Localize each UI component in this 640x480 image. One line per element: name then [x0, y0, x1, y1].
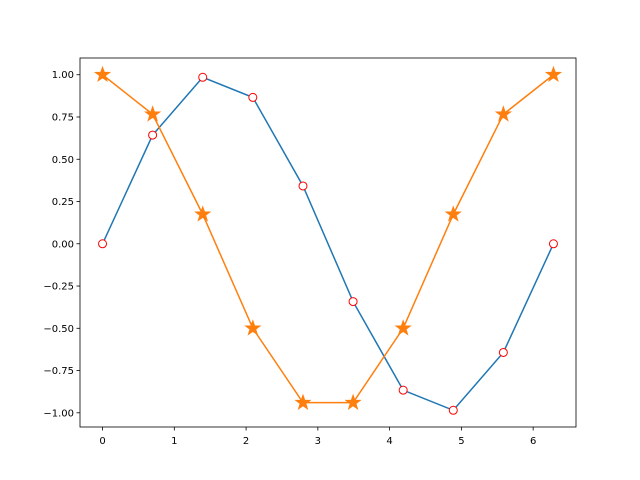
- circle-marker: [348, 297, 358, 307]
- y-tick-label: 0.75: [52, 112, 74, 123]
- star-marker: [294, 393, 312, 410]
- y-tick-label: 1.00: [52, 70, 74, 81]
- star-marker: [344, 393, 362, 410]
- y-tick-label: −0.75: [43, 366, 74, 377]
- circle-marker: [548, 239, 558, 249]
- series-line: [102, 74, 554, 404]
- circle-marker: [198, 72, 208, 82]
- x-tick-label: 4: [386, 436, 392, 447]
- series-line: [101, 76, 555, 412]
- star-marker: [194, 205, 212, 222]
- star-marker: [394, 319, 412, 336]
- x-tick-label: 5: [458, 436, 464, 447]
- star-marker: [93, 65, 112, 83]
- y-tick-label: −0.25: [43, 282, 74, 293]
- x-tick-label: 0: [99, 436, 105, 447]
- circle-marker: [448, 405, 458, 415]
- star-marker: [544, 65, 563, 83]
- circle-marker: [98, 239, 108, 249]
- y-tick-label: 0.00: [52, 239, 74, 250]
- circle-marker: [248, 92, 258, 102]
- star-marker: [444, 205, 462, 222]
- x-tick-label: 6: [530, 436, 536, 447]
- y-tick-label: 0.50: [52, 155, 74, 166]
- x-tick-label: 2: [243, 436, 249, 447]
- y-tick-label: −1.00: [43, 408, 74, 419]
- circle-marker: [298, 181, 308, 191]
- y-tick-label: 0.25: [52, 197, 74, 208]
- circle-marker: [498, 347, 508, 357]
- star-marker: [494, 105, 512, 122]
- circle-marker: [398, 385, 408, 395]
- plot-frame: [79, 57, 577, 428]
- star-marker: [144, 105, 162, 122]
- y-tick-label: −0.50: [43, 324, 74, 335]
- circle-marker: [148, 130, 158, 140]
- x-tick-label: 1: [171, 436, 177, 447]
- star-marker: [244, 319, 262, 336]
- x-tick-label: 3: [315, 436, 321, 447]
